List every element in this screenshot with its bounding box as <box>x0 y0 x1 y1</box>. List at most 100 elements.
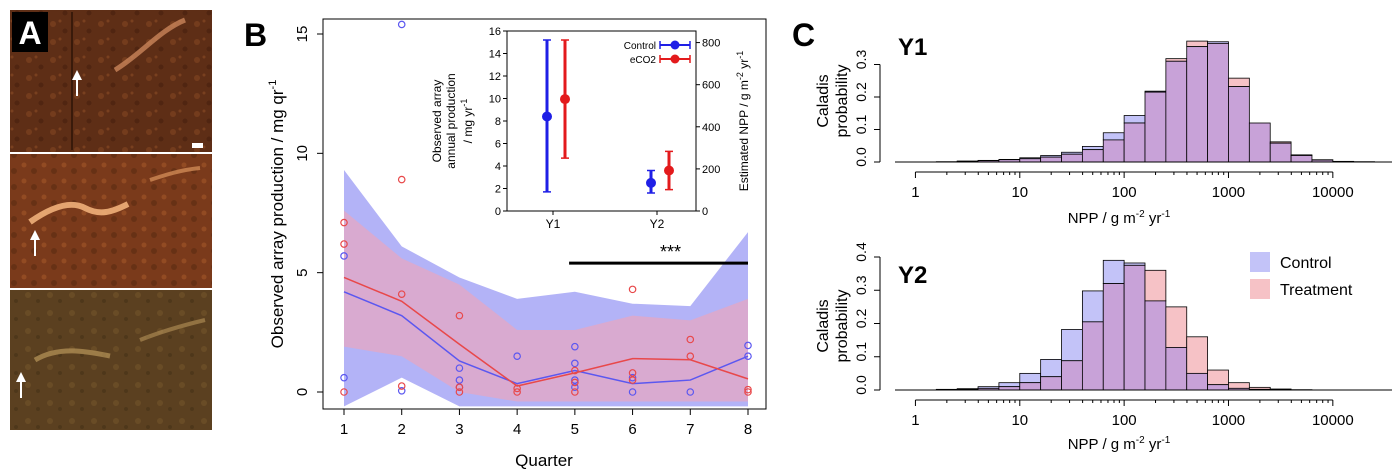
treatment-bar <box>1144 269 1167 302</box>
panel-label-c: C <box>792 17 815 53</box>
legend-label: Control <box>1280 255 1332 272</box>
control-data-point <box>455 364 464 372</box>
treatment-data-point <box>513 388 521 396</box>
x-tick-label: 1000 <box>1212 184 1245 201</box>
inset-legend-marker <box>670 40 680 50</box>
legend-swatch <box>1250 252 1270 272</box>
c1-x-label-sup2: -1 <box>1161 209 1170 220</box>
overlap-bar <box>1123 122 1146 163</box>
root-trace <box>139 318 206 342</box>
treatment-data-point <box>397 382 406 390</box>
x-tick-label: 1 <box>911 412 919 429</box>
overlap-bar <box>1165 60 1188 163</box>
inset-right-label-tail: yr <box>737 59 751 72</box>
control-bar <box>1102 132 1125 141</box>
y-tick-label: 0.0 <box>853 375 869 395</box>
control-bar <box>1040 359 1062 378</box>
overlap-bar <box>1040 156 1062 163</box>
treatment-data-point <box>455 388 464 396</box>
treatment-data-point <box>571 388 579 396</box>
treatment-data-point <box>513 384 521 393</box>
treatment-data-point <box>340 388 348 396</box>
root-trace <box>28 201 130 225</box>
y-tick-label: 0.3 <box>853 275 869 295</box>
treatment-data-point <box>686 352 695 361</box>
treatment-data-point <box>628 376 637 384</box>
inset-y-label-sup: -1 <box>459 99 469 107</box>
x-tick-label: 100 <box>1112 412 1137 429</box>
inset-right-tick-label: 200 <box>702 164 720 176</box>
treatment-bar <box>1165 306 1188 348</box>
root-trace <box>149 166 201 182</box>
y-tick-label: 0.1 <box>853 342 869 362</box>
y-tick-label: 0.2 <box>853 309 869 329</box>
control-data-point <box>571 342 579 351</box>
control-mean-line <box>343 291 749 385</box>
arrow-icon <box>16 372 26 398</box>
y-axis-label-text: Observed array production / mg qr <box>268 89 287 348</box>
legend: Control Treatment <box>1250 252 1353 299</box>
c1-x-label: NPP / g m-2 yr-1 <box>1068 209 1171 227</box>
x-tick-label: 10000 <box>1312 412 1354 429</box>
y-tick-label: 0.0 <box>853 147 869 167</box>
inset-y-tick-label: 14 <box>489 49 501 61</box>
overlap-bar <box>1081 149 1104 163</box>
inset-right-label-sup: -2 <box>735 72 745 80</box>
x-tick-label: 10 <box>1011 184 1028 201</box>
control-data-point <box>397 20 406 29</box>
control-data-point <box>744 352 752 361</box>
treatment-data-point <box>455 311 464 320</box>
c1-y-label-line1: Caladis <box>815 74 832 127</box>
overlap-bar <box>1061 360 1083 391</box>
inset-x-tick-label: Y1 <box>546 217 561 231</box>
x-tick-label: 10 <box>1011 412 1028 429</box>
inset-y-tick-label: 4 <box>495 161 501 173</box>
inset-y-label-line2: annual production <box>444 73 458 168</box>
x-tick-label: 4 <box>513 421 521 438</box>
treatment-data-point <box>686 335 695 344</box>
histogram-title-y1: Y1 <box>898 34 927 61</box>
inset-right-tick-label: 0 <box>702 206 708 218</box>
inset-x-tick-label: Y2 <box>650 217 665 231</box>
treatment-data-point <box>340 240 348 248</box>
control-mean-point <box>542 111 552 122</box>
overlap-bar <box>1186 46 1209 163</box>
control-data-point <box>571 359 579 368</box>
x-tick-label: 100 <box>1112 184 1137 201</box>
overlap-bar <box>1186 372 1209 391</box>
c2-y-label-line2: probability <box>834 290 851 363</box>
panel-label-a: A <box>18 15 41 51</box>
control-bar <box>1019 372 1042 384</box>
inset-y-tick-label: 0 <box>495 206 501 218</box>
y-tick-label: 0.3 <box>853 50 869 70</box>
overlap-bar <box>1228 86 1250 163</box>
overlap-bar <box>1248 122 1271 163</box>
root-trace <box>113 17 186 73</box>
inset-y-tick-label: 16 <box>489 26 501 38</box>
c2-x-label-tail: yr <box>1145 436 1162 453</box>
control-bar <box>1123 115 1146 124</box>
inset-y-label-line1: Observed array <box>430 80 444 163</box>
treatment-bar <box>1186 336 1209 374</box>
panel-label-a-box <box>12 12 48 52</box>
panel-label-b: B <box>244 17 267 53</box>
control-data-point <box>340 252 348 260</box>
control-bar <box>1081 145 1104 151</box>
x-tick-label: 10000 <box>1312 184 1354 201</box>
treatment-mean-point <box>664 165 674 176</box>
overlap-bar <box>1102 139 1125 163</box>
x-tick-label: 5 <box>571 421 579 438</box>
treatment-data-point <box>571 378 579 387</box>
arrow-icon <box>30 230 40 256</box>
inset-y-tick-label: 8 <box>495 116 501 128</box>
control-data-point <box>571 376 579 384</box>
inset-y-label-line3: / mg yr-1 <box>459 99 475 144</box>
treatment-bar <box>1207 369 1229 386</box>
inset-legend-label: eCO2 <box>630 55 657 66</box>
treatment-bar <box>1228 382 1250 389</box>
control-bar <box>1081 290 1104 323</box>
x-tick-label: 7 <box>686 421 694 438</box>
inset-y-label-line3-text: / mg yr <box>461 107 475 144</box>
scale-bar <box>192 143 203 148</box>
overlap-bar <box>1144 300 1167 391</box>
